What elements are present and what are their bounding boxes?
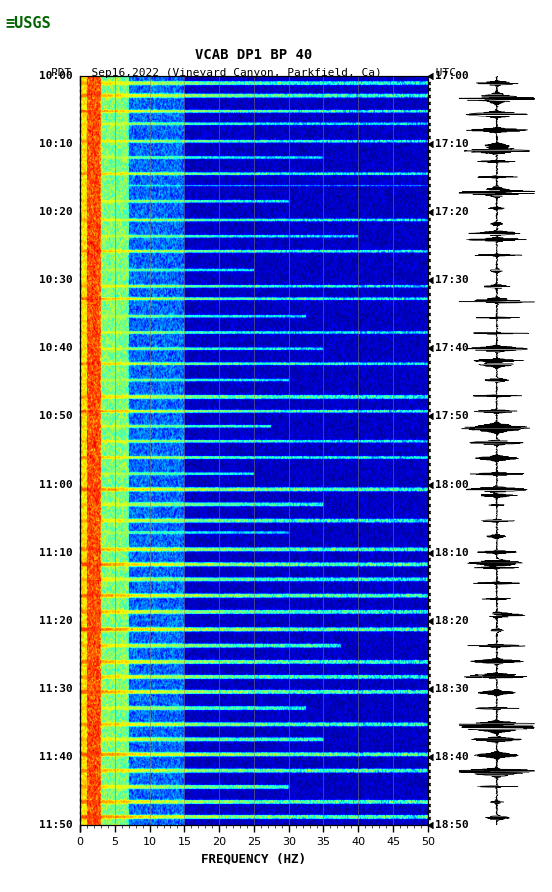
Text: 18:00: 18:00 bbox=[435, 480, 469, 490]
X-axis label: FREQUENCY (HZ): FREQUENCY (HZ) bbox=[201, 853, 306, 865]
Text: 11:10: 11:10 bbox=[39, 548, 73, 558]
Text: 18:10: 18:10 bbox=[435, 548, 469, 558]
Text: 18:40: 18:40 bbox=[435, 752, 469, 762]
Text: 18:30: 18:30 bbox=[435, 684, 469, 694]
Text: 11:50: 11:50 bbox=[39, 820, 73, 830]
Text: 17:10: 17:10 bbox=[435, 139, 469, 149]
Text: 11:40: 11:40 bbox=[39, 752, 73, 762]
Text: 18:50: 18:50 bbox=[435, 820, 469, 830]
Text: 17:50: 17:50 bbox=[435, 411, 469, 421]
Text: 10:50: 10:50 bbox=[39, 411, 73, 421]
Text: PDT   Sep16,2022 (Vineyard Canyon, Parkfield, Ca)        UTC: PDT Sep16,2022 (Vineyard Canyon, Parkfie… bbox=[51, 68, 457, 78]
Text: 10:00: 10:00 bbox=[39, 70, 73, 81]
Text: 17:00: 17:00 bbox=[435, 70, 469, 81]
Text: 11:20: 11:20 bbox=[39, 615, 73, 626]
Text: 10:40: 10:40 bbox=[39, 343, 73, 353]
Text: 10:10: 10:10 bbox=[39, 139, 73, 149]
Text: 11:00: 11:00 bbox=[39, 480, 73, 490]
Text: 10:30: 10:30 bbox=[39, 275, 73, 285]
Text: 17:40: 17:40 bbox=[435, 343, 469, 353]
Text: VCAB DP1 BP 40: VCAB DP1 BP 40 bbox=[195, 48, 312, 62]
Text: ≡USGS: ≡USGS bbox=[6, 16, 51, 30]
Text: 10:20: 10:20 bbox=[39, 207, 73, 217]
Text: 18:20: 18:20 bbox=[435, 615, 469, 626]
Text: 11:30: 11:30 bbox=[39, 684, 73, 694]
Text: 17:20: 17:20 bbox=[435, 207, 469, 217]
Text: 17:30: 17:30 bbox=[435, 275, 469, 285]
